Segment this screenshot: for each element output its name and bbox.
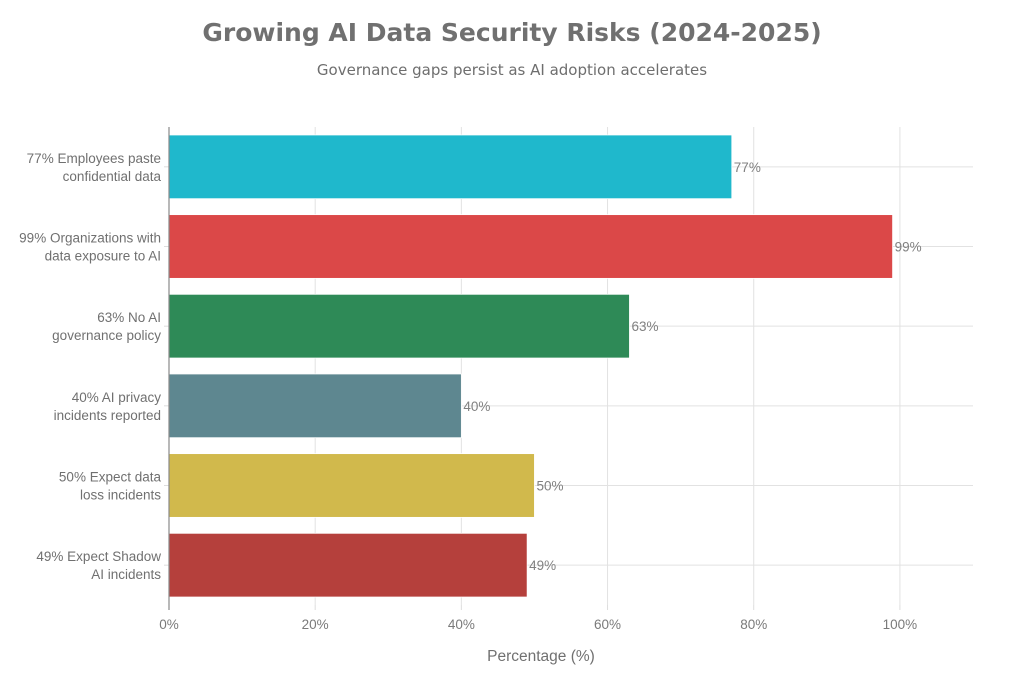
bar <box>168 293 630 359</box>
bar <box>168 532 528 598</box>
data-label: 77% <box>734 160 761 175</box>
y-category-label: 50% Expect data loss incidents <box>59 470 162 503</box>
x-tick-label: 40% <box>448 617 475 632</box>
bar <box>168 453 535 518</box>
data-label: 49% <box>529 558 556 573</box>
bar <box>168 214 893 279</box>
data-label: 99% <box>895 240 922 255</box>
y-category-label: 77% Employees paste confidential data <box>27 151 162 184</box>
data-label: 40% <box>463 399 490 414</box>
x-tick-label: 100% <box>883 617 918 632</box>
labels: 0% 20% 40% 60% 80% 100% 77% 77% Employees paste… <box>19 151 921 632</box>
x-tick-label: 0% <box>159 617 179 632</box>
y-category-label: 49% Expect Shadow AI incidents <box>36 549 161 582</box>
bar <box>168 134 733 200</box>
x-tick-label: 80% <box>740 617 767 632</box>
axes <box>164 127 901 610</box>
bar <box>168 373 462 439</box>
chart-subtitle: Governance gaps persist as AI adoption a… <box>316 61 708 79</box>
data-label: 50% <box>536 479 563 494</box>
chart-title: Growing AI Data Security Risks (2024-202… <box>202 18 822 47</box>
y-category-label: 99% Organizations with data exposure to A… <box>19 231 161 264</box>
y-category-label: 63% No AI governance policy <box>52 310 161 343</box>
x-axis-title: Percentage (%) <box>487 648 595 665</box>
x-tick-label: 60% <box>594 617 621 632</box>
bars <box>168 134 893 598</box>
x-tick-label: 20% <box>302 617 329 632</box>
y-category-label: 40% AI privacy incidents reported <box>54 390 162 423</box>
data-label: 63% <box>631 319 658 334</box>
